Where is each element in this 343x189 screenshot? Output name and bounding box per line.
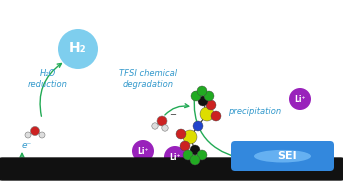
Text: TFSI chemical
degradation: TFSI chemical degradation — [119, 69, 177, 89]
Circle shape — [183, 150, 193, 160]
Text: Li⁺: Li⁺ — [137, 146, 149, 156]
Circle shape — [206, 100, 216, 110]
Circle shape — [176, 129, 186, 139]
Circle shape — [200, 107, 214, 121]
Circle shape — [31, 126, 39, 136]
Circle shape — [152, 123, 158, 129]
Circle shape — [191, 91, 201, 101]
Circle shape — [25, 132, 31, 138]
Circle shape — [190, 145, 200, 155]
Circle shape — [198, 96, 208, 106]
Text: H₂O
reduction: H₂O reduction — [28, 69, 68, 89]
Circle shape — [180, 141, 190, 151]
Circle shape — [183, 130, 197, 144]
Circle shape — [132, 140, 154, 162]
Text: precipitation: precipitation — [228, 106, 282, 115]
Circle shape — [190, 155, 200, 165]
Text: Li⁺: Li⁺ — [294, 94, 306, 104]
Circle shape — [204, 91, 214, 101]
Text: e⁻: e⁻ — [22, 140, 32, 149]
Text: Li⁺: Li⁺ — [169, 153, 181, 161]
Circle shape — [197, 86, 207, 96]
FancyBboxPatch shape — [231, 141, 334, 171]
FancyBboxPatch shape — [0, 158, 343, 180]
Circle shape — [211, 111, 221, 121]
Text: −: − — [169, 110, 176, 119]
Circle shape — [289, 88, 311, 110]
Text: H₂: H₂ — [69, 41, 87, 55]
Circle shape — [39, 132, 45, 138]
Circle shape — [193, 121, 203, 131]
Circle shape — [197, 150, 207, 160]
Circle shape — [157, 116, 167, 126]
Circle shape — [58, 29, 98, 69]
Text: SEI: SEI — [278, 151, 297, 161]
Circle shape — [162, 125, 168, 131]
Circle shape — [164, 146, 186, 168]
Ellipse shape — [254, 150, 311, 163]
